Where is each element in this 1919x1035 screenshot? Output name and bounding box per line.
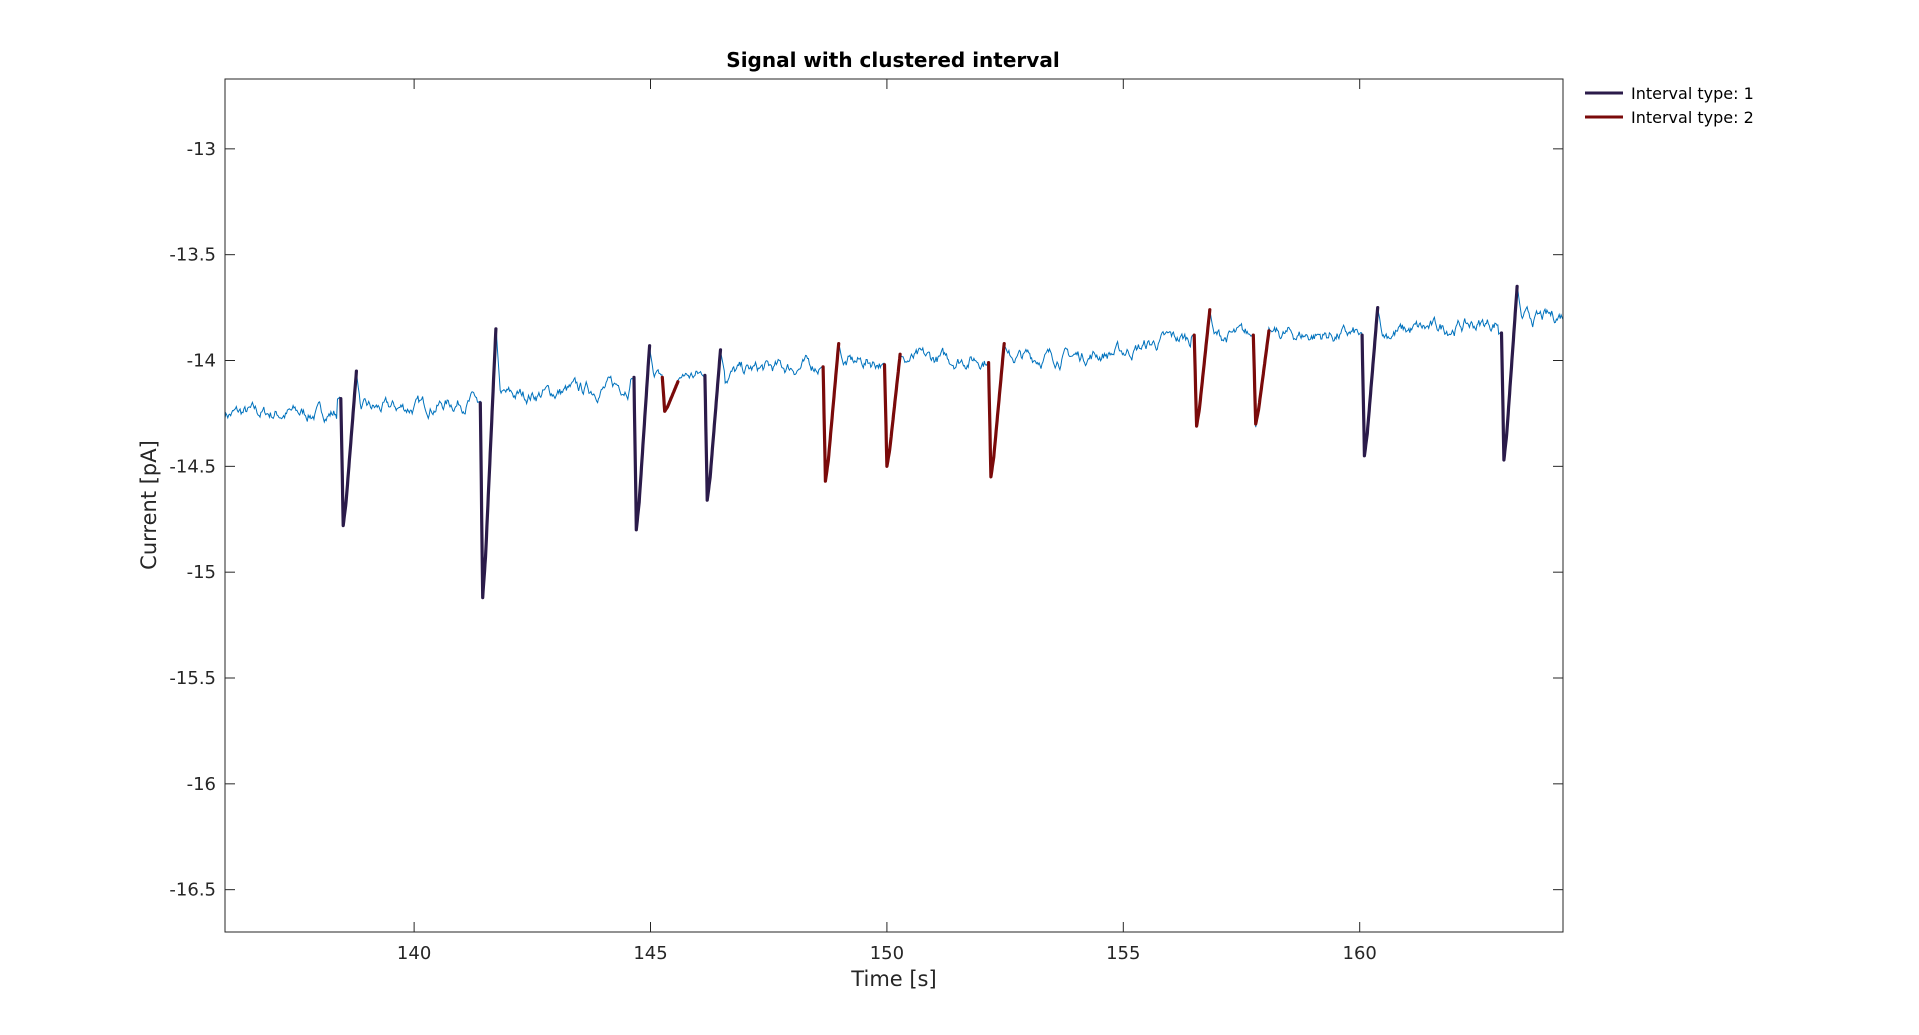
event-interval-type1	[478, 327, 498, 600]
legend: Interval type: 1 Interval type: 2	[1585, 84, 1754, 127]
event-interval-type2	[1251, 329, 1271, 426]
y-tick-label: -14	[187, 351, 216, 372]
legend-label-type2: Interval type: 2	[1631, 108, 1754, 127]
y-tick-label: -15	[187, 562, 216, 583]
legend-label-type1: Interval type: 1	[1631, 84, 1754, 103]
event-interval-type1	[339, 369, 358, 528]
x-tick-label: 145	[633, 943, 667, 964]
x-tick-label: 140	[397, 943, 431, 964]
event-interval-type2	[882, 352, 902, 468]
event-interval-type1	[1360, 306, 1380, 458]
y-tick-label: -15.5	[169, 668, 216, 689]
event-interval-type2	[821, 342, 841, 483]
chart-title: Signal with clustered interval	[726, 48, 1059, 72]
events-layer	[339, 284, 1519, 600]
y-tick-label: -14.5	[169, 456, 216, 477]
y-axis-label: Current [pA]	[137, 440, 161, 570]
y-axis: -13 -13.5 -14 -14.5 -15 -15.5 -16 -16.5	[169, 139, 1563, 901]
x-axis: 140 145 150 155 160	[397, 79, 1377, 964]
plot-frame	[224, 78, 1564, 933]
y-tick-label: -16.5	[169, 880, 216, 901]
event-interval-type2	[660, 375, 680, 413]
x-axis-label: Time [s]	[850, 967, 936, 991]
event-interval-type2	[1192, 308, 1212, 428]
y-tick-label: -13.5	[169, 245, 216, 266]
event-interval-type1	[632, 344, 652, 532]
x-tick-label: 160	[1343, 943, 1377, 964]
x-tick-label: 150	[870, 943, 904, 964]
event-interval-type2	[986, 342, 1006, 479]
x-tick-label: 155	[1106, 943, 1140, 964]
event-interval-type1	[703, 348, 723, 502]
y-tick-label: -13	[187, 139, 216, 160]
plot-area	[225, 79, 1563, 932]
y-tick-label: -16	[187, 774, 216, 795]
event-interval-type1	[1499, 284, 1519, 462]
